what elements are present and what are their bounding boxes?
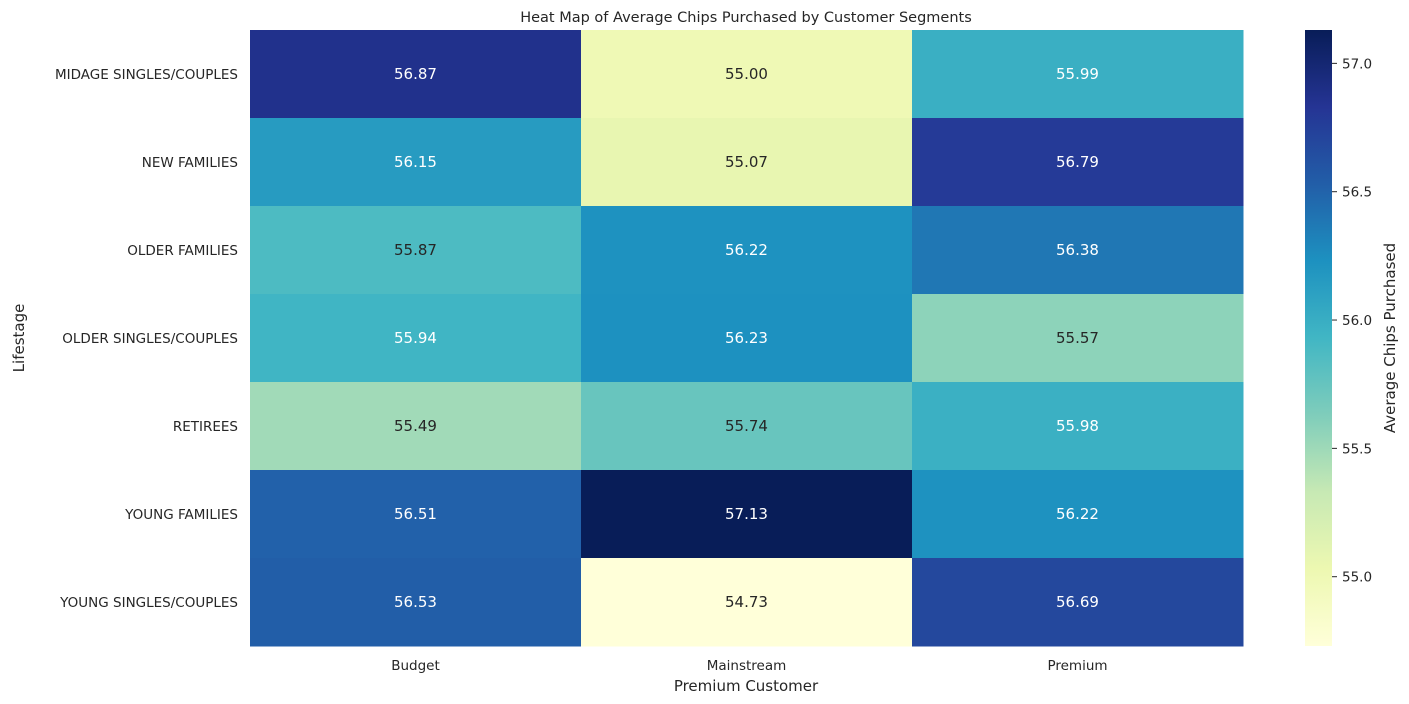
y-tick-label: YOUNG SINGLES/COUPLES [59, 595, 238, 611]
heatmap-cell-labels: 56.87 55.00 55.99 56.15 55.07 56.79 55.87 56.22… [394, 65, 1099, 611]
heatmap-cell-value: 55.99 [1056, 65, 1099, 83]
y-tick-label: RETIREES [173, 419, 238, 435]
heatmap-cell [250, 558, 582, 647]
heatmap-cell-value: 56.22 [725, 241, 768, 259]
heatmap-cell [912, 118, 1244, 207]
y-tick-label: MIDAGE SINGLES/COUPLES [55, 67, 238, 83]
heatmap-cell-value: 57.13 [725, 505, 768, 523]
y-tick-label: OLDER FAMILIES [127, 243, 238, 259]
y-axis-tick-labels: MIDAGE SINGLES/COUPLES NEW FAMILIES OLDER … [55, 67, 238, 611]
heatmap-cell [250, 382, 582, 471]
heatmap-cell [581, 118, 913, 207]
colorbar [1305, 30, 1332, 646]
heatmap-cell-value: 56.69 [1056, 593, 1099, 611]
y-tick-label: NEW FAMILIES [142, 155, 238, 171]
heatmap-cell [912, 30, 1244, 119]
heatmap-cell-value: 55.98 [1056, 417, 1099, 435]
heatmap-cell [250, 294, 582, 383]
colorbar-tick-label: 56.5 [1342, 185, 1372, 201]
chart-title: Heat Map of Average Chips Purchased by C… [520, 10, 972, 26]
heatmap-cell [581, 30, 913, 119]
heatmap-cell [581, 206, 913, 295]
y-tick-label: OLDER SINGLES/COUPLES [62, 331, 238, 347]
heatmap-cell-value: 55.07 [725, 153, 768, 171]
heatmap-cell-value: 56.38 [1056, 241, 1099, 259]
heatmap-cell [912, 294, 1244, 383]
heatmap-cells [250, 30, 1244, 647]
heatmap-cell [912, 558, 1244, 647]
heatmap-cell-value: 55.00 [725, 65, 768, 83]
x-axis-label: Premium Customer [674, 677, 819, 695]
heatmap-cell [581, 294, 913, 383]
x-tick-label: Budget [391, 658, 440, 674]
heatmap-cell-value: 55.49 [394, 417, 437, 435]
heatmap-cell-value: 55.94 [394, 329, 437, 347]
heatmap-cell [250, 470, 582, 559]
heatmap-cell-value: 55.74 [725, 417, 768, 435]
heatmap-cell [250, 206, 582, 295]
colorbar-tick-label: 55.5 [1342, 441, 1372, 457]
heatmap-cell-value: 56.53 [394, 593, 437, 611]
heatmap-cell-value: 56.79 [1056, 153, 1099, 171]
heatmap-cell-value: 56.15 [394, 153, 437, 171]
heatmap-cell [581, 558, 913, 647]
heatmap-cell-value: 55.57 [1056, 329, 1099, 347]
colorbar-label: Average Chips Purchased [1381, 243, 1399, 433]
heatmap-cell [581, 470, 913, 559]
heatmap-cell [912, 206, 1244, 295]
heatmap-cell [912, 382, 1244, 471]
colorbar-tick-label: 56.0 [1342, 313, 1372, 329]
colorbar-tick-label: 57.0 [1342, 56, 1372, 72]
heatmap-cell-value: 56.51 [394, 505, 437, 523]
heatmap-cell [581, 382, 913, 471]
x-axis-tick-labels: Budget Mainstream Premium [391, 658, 1107, 674]
heatmap-cell [250, 30, 582, 119]
x-tick-label: Mainstream [707, 658, 787, 674]
heatmap-cell [912, 470, 1244, 559]
heatmap-cell [250, 118, 582, 207]
colorbar-tick-label: 55.0 [1342, 570, 1372, 586]
heatmap-cell-value: 54.73 [725, 593, 768, 611]
x-tick-label: Premium [1047, 658, 1107, 674]
y-axis-label: Lifestage [10, 304, 28, 373]
colorbar-ticks: 55.0 55.5 56.0 56.5 57.0 [1332, 56, 1372, 586]
heatmap-cell-value: 56.22 [1056, 505, 1099, 523]
heatmap-cell-value: 55.87 [394, 241, 437, 259]
heatmap-cell-value: 56.87 [394, 65, 437, 83]
y-tick-label: YOUNG FAMILIES [124, 507, 238, 523]
heatmap-cell-value: 56.23 [725, 329, 768, 347]
